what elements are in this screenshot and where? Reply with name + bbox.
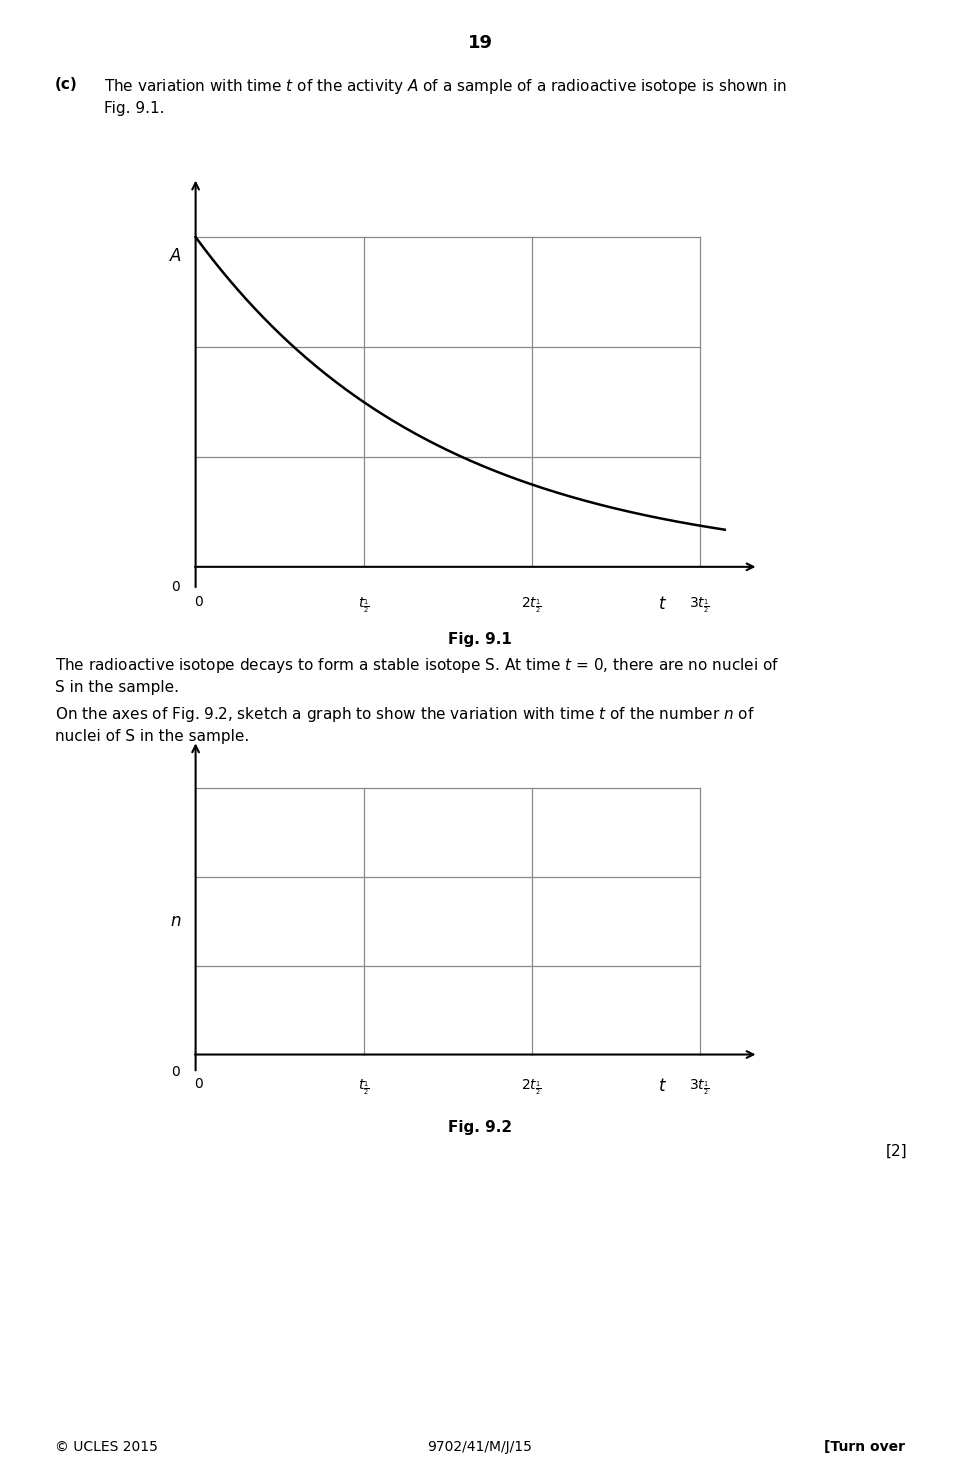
- Text: t: t: [660, 595, 666, 613]
- Text: $3t_{\frac{1}{2}}$: $3t_{\frac{1}{2}}$: [689, 1077, 709, 1097]
- Text: [Turn over: [Turn over: [825, 1441, 905, 1454]
- Text: Fig. 9.2: Fig. 9.2: [448, 1120, 512, 1134]
- Text: 0: 0: [171, 1065, 180, 1080]
- Text: $t_{\frac{1}{2}}$: $t_{\frac{1}{2}}$: [358, 595, 370, 615]
- Text: Fig. 9.1.: Fig. 9.1.: [104, 101, 164, 116]
- Text: n: n: [170, 912, 180, 930]
- Text: $3t_{\frac{1}{2}}$: $3t_{\frac{1}{2}}$: [689, 595, 709, 615]
- Text: (c): (c): [55, 77, 78, 92]
- Text: 19: 19: [468, 34, 492, 52]
- Text: t: t: [660, 1077, 666, 1094]
- Text: 0: 0: [195, 595, 204, 609]
- Text: A: A: [170, 247, 181, 265]
- Text: $2t_{\frac{1}{2}}$: $2t_{\frac{1}{2}}$: [521, 595, 541, 615]
- Text: © UCLES 2015: © UCLES 2015: [55, 1441, 157, 1454]
- Text: $t_{\frac{1}{2}}$: $t_{\frac{1}{2}}$: [358, 1077, 370, 1097]
- Text: $2t_{\frac{1}{2}}$: $2t_{\frac{1}{2}}$: [521, 1077, 541, 1097]
- Text: The variation with time $\mathit{t}$ of the activity $\mathit{A}$ of a sample of: The variation with time $\mathit{t}$ of …: [104, 77, 786, 96]
- Text: 0: 0: [195, 1077, 204, 1091]
- Text: 9702/41/M/J/15: 9702/41/M/J/15: [427, 1441, 533, 1454]
- Text: S in the sample.: S in the sample.: [55, 680, 179, 695]
- Text: nuclei of S in the sample.: nuclei of S in the sample.: [55, 729, 249, 743]
- Text: The radioactive isotope decays to form a stable isotope S. At time $\mathit{t}$ : The radioactive isotope decays to form a…: [55, 656, 779, 675]
- Text: On the axes of Fig. 9.2, sketch a graph to show the variation with time $\mathit: On the axes of Fig. 9.2, sketch a graph …: [55, 705, 755, 724]
- Text: Fig. 9.1: Fig. 9.1: [448, 632, 512, 647]
- Text: [2]: [2]: [885, 1143, 907, 1158]
- Text: 0: 0: [171, 581, 180, 594]
